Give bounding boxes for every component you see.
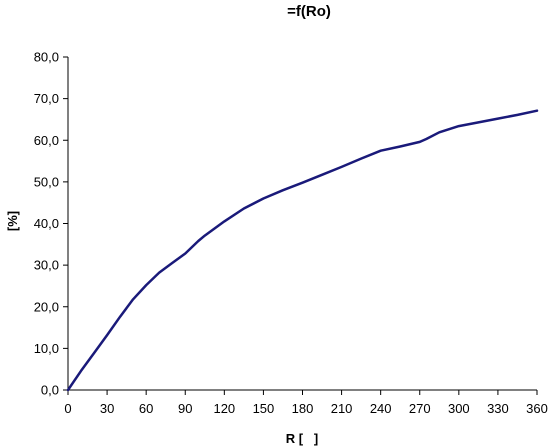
x-tick-label: 30 [100, 401, 114, 416]
x-tick-label: 300 [448, 401, 470, 416]
series-layer [66, 109, 539, 392]
y-tick-label: 0,0 [41, 383, 59, 398]
x-tick-label: 120 [213, 401, 235, 416]
x-tick-label: 0 [64, 401, 71, 416]
x-tick-label: 90 [178, 401, 192, 416]
y-tick-label: 10,0 [34, 341, 59, 356]
y-tick-label: 80,0 [34, 50, 59, 65]
x-tick-label: 150 [253, 401, 275, 416]
x-tick-label: 360 [526, 401, 548, 416]
series-line [66, 109, 539, 392]
x-tick-label: 180 [292, 401, 314, 416]
x-tick-label: 210 [331, 401, 353, 416]
x-tick-label: 60 [139, 401, 153, 416]
y-tick-label: 50,0 [34, 174, 59, 189]
x-axis-title: R [ ] [286, 431, 319, 446]
y-tick-label: 20,0 [34, 299, 59, 314]
x-tick-label: 240 [370, 401, 392, 416]
x-tick-label: 270 [409, 401, 431, 416]
x-tick-label: 330 [487, 401, 509, 416]
y-axis-title: [%] [5, 211, 20, 231]
chart-title: =f(Ro) [287, 3, 331, 20]
y-tick-label: 40,0 [34, 216, 59, 231]
y-tick-label: 60,0 [34, 133, 59, 148]
y-tick-label: 70,0 [34, 91, 59, 106]
x-axis: 0 30 60 90 120 150 180 210 240 270 300 330 360 [64, 389, 548, 416]
y-axis: 0,0 10,0 20,0 30,0 40,0 50,0 60,0 70,0 80,0 [34, 50, 69, 398]
y-tick-label: 30,0 [34, 258, 59, 273]
